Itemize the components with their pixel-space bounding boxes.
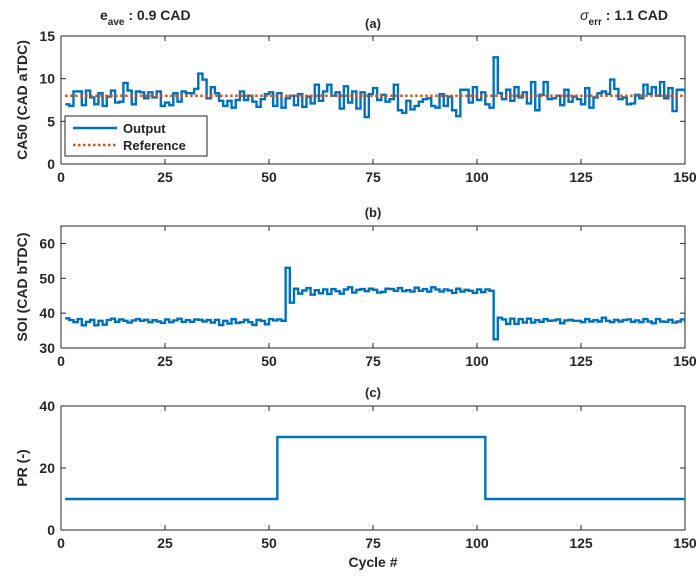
y-tick-label: 0 (47, 522, 55, 538)
x-tick-label: 0 (57, 169, 65, 185)
legend-entry-output: Output (123, 121, 166, 136)
series-line (65, 435, 685, 501)
x-tick-label: 125 (569, 169, 593, 185)
y-tick-label: 5 (47, 113, 55, 129)
y-tick-label: 10 (39, 71, 55, 87)
x-tick-label: 0 (57, 535, 65, 551)
series-output (65, 56, 685, 119)
x-tick-label: 50 (261, 169, 277, 185)
y-tick-label: 40 (39, 398, 55, 414)
axes-box (60, 225, 686, 349)
y-axis-label: SOI (CAD bTDC) (14, 233, 30, 342)
x-tick-label: 125 (569, 535, 593, 551)
x-tick-label: 150 (673, 169, 697, 185)
legend-entry-reference: Reference (123, 138, 186, 153)
panel-b: 0 25 50 75 100 125 150 30 40 50 60 (b) SOI (CAD bTDC… (14, 205, 697, 369)
x-tick-label: 75 (365, 535, 381, 551)
x-tick-label: 75 (365, 169, 381, 185)
x-tick-label: 50 (261, 353, 277, 369)
annotation-sigma-err: σerr : 1.1 CAD (580, 7, 668, 28)
y-tick-label: 50 (39, 270, 55, 286)
x-tick-label: 25 (157, 353, 173, 369)
y-tick-label: 40 (39, 305, 55, 321)
x-tick-label: 100 (465, 353, 489, 369)
panel-title: (a) (365, 16, 381, 31)
x-tick-label: 75 (365, 353, 381, 369)
x-tick-label: 150 (673, 535, 697, 551)
legend-box (64, 115, 208, 157)
axes-box (60, 405, 686, 531)
x-tick-label: 25 (157, 535, 173, 551)
annotation-e-ave-subscript: ave (108, 17, 125, 28)
y-axis-label: CA50 (CAD aTDC) (14, 40, 30, 160)
x-tick-label: 125 (569, 353, 593, 369)
panel-a: 0 25 50 75 100 125 150 0 5 10 15 (a) CA50 (CAD aTDC)… (14, 7, 697, 185)
y-tick-label: 15 (39, 28, 55, 44)
annotation-e-ave: eave : 0.9 CAD (100, 7, 191, 28)
x-tick-label: 50 (261, 535, 277, 551)
x-tick-label: 100 (465, 535, 489, 551)
annotation-e-ave-symbol: e (100, 7, 108, 23)
panel-title: (c) (365, 385, 381, 400)
annotation-sigma-err-subscript: err (589, 17, 602, 28)
annotation-e-ave-value: : 0.9 CAD (124, 7, 190, 23)
annotation-sigma-err-value: : 1.1 CAD (602, 7, 668, 23)
x-tick-label: 0 (57, 353, 65, 369)
legend: Output Reference (64, 115, 208, 157)
y-axis-label: PR (-) (14, 449, 30, 486)
panel-title: (b) (365, 205, 382, 220)
x-tick-label: 25 (157, 169, 173, 185)
y-tick-label: 60 (39, 235, 55, 251)
series-line (65, 266, 685, 341)
annotation-sigma-err-symbol: σ (580, 7, 589, 23)
y-tick-label: 0 (47, 156, 55, 172)
x-axis-label: Cycle # (348, 554, 397, 570)
y-tick-label: 30 (39, 340, 55, 356)
x-tick-label: 100 (465, 169, 489, 185)
panel-c: 0 25 50 75 100 125 150 0 20 40 (c) PR (-) Cycle # (14, 385, 697, 570)
y-tick-label: 20 (39, 460, 55, 476)
x-tick-label: 150 (673, 353, 697, 369)
